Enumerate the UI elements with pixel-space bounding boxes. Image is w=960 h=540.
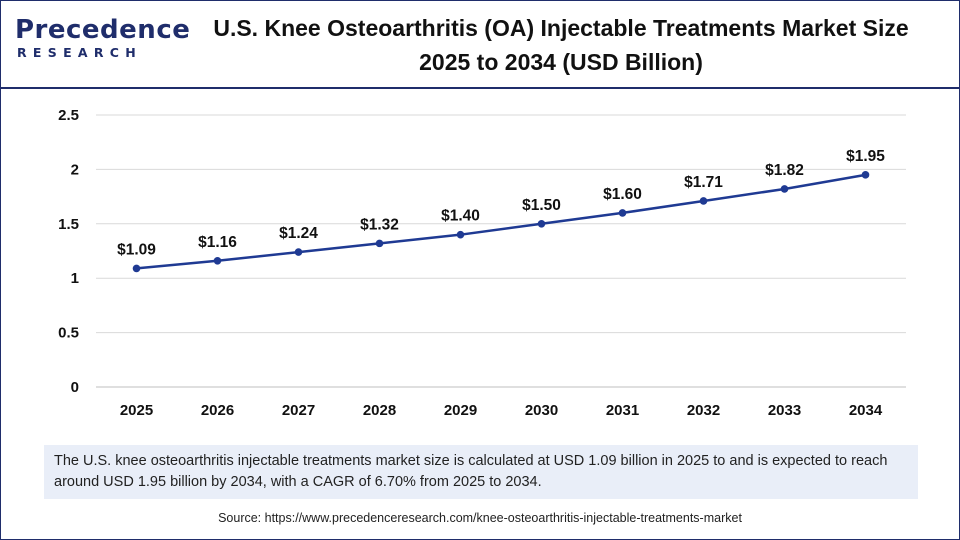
x-tick-label: 2032	[687, 402, 720, 419]
data-point	[375, 239, 384, 248]
y-tick-label: 2	[71, 161, 79, 178]
series-line	[136, 173, 866, 270]
y-tick-label: 0.5	[58, 325, 79, 342]
data-label: $1.60	[603, 186, 642, 203]
data-point	[861, 171, 870, 179]
data-point	[618, 209, 627, 217]
brand-logo: Precedence RESEARCH	[15, 15, 190, 65]
series-line-path	[136, 173, 866, 270]
x-tick-label: 2031	[606, 402, 639, 419]
data-point	[132, 264, 141, 273]
gridlines	[96, 114, 906, 334]
data-point	[294, 248, 303, 256]
y-tick-label: 2.5	[58, 107, 79, 124]
y-tick-label: 1.5	[58, 216, 79, 233]
data-label: $1.16	[198, 234, 237, 251]
x-tick-label: 2028	[363, 402, 396, 419]
title-line-2: 2025 to 2034 (USD Billion)	[419, 49, 703, 75]
data-point	[537, 220, 546, 228]
description-box: The U.S. knee osteoarthritis injectable …	[44, 445, 918, 499]
chart-title: U.S. Knee Osteoarthritis (OA) Injectable…	[181, 11, 941, 79]
brand-subtitle: RESEARCH	[17, 45, 143, 60]
header: Precedence RESEARCH U.S. Knee Osteoarthr…	[1, 1, 959, 89]
data-point	[699, 197, 708, 205]
y-tick-label: 1	[71, 270, 79, 287]
data-label: $1.24	[279, 225, 318, 242]
data-label: $1.40	[441, 208, 480, 225]
source-text: Source: https://www.precedenceresearch.c…	[218, 511, 742, 525]
x-tick-label: 2026	[201, 402, 234, 419]
brand-name: Precedence	[15, 15, 191, 45]
x-tick-label: 2027	[282, 402, 315, 419]
x-tick-label: 2033	[768, 402, 801, 419]
x-tick-label: 2029	[444, 402, 477, 419]
data-label: $1.50	[522, 197, 561, 214]
y-axis: 0 0.5 1 1.5 2 2.5	[58, 107, 79, 396]
x-tick-label: 2025	[120, 402, 153, 419]
data-points	[132, 171, 870, 273]
y-tick-label: 0	[71, 379, 79, 396]
x-tick-label: 2030	[525, 402, 558, 419]
data-point	[456, 230, 465, 239]
data-label: $1.95	[846, 148, 885, 165]
data-point	[780, 185, 789, 193]
title-line-1: U.S. Knee Osteoarthritis (OA) Injectable…	[213, 15, 909, 41]
x-tick-label: 2034	[849, 402, 883, 419]
data-label: $1.32	[360, 216, 399, 233]
x-axis: 2025 2026 2027 2028 2029 2030 2031 2032 2033 2034	[96, 386, 906, 419]
data-label: $1.71	[684, 174, 723, 191]
data-point	[213, 256, 222, 265]
data-label: $1.82	[765, 162, 804, 179]
data-labels: $1.09 $1.16 $1.24 $1.32 $1.40 $1.50 $1.60 $1.71…	[117, 148, 885, 259]
line-chart: 0 0.5 1 1.5 2 2.5 2025 2026 2027 2028 2029 2030 203…	[58, 107, 906, 419]
data-label: $1.09	[117, 241, 156, 258]
